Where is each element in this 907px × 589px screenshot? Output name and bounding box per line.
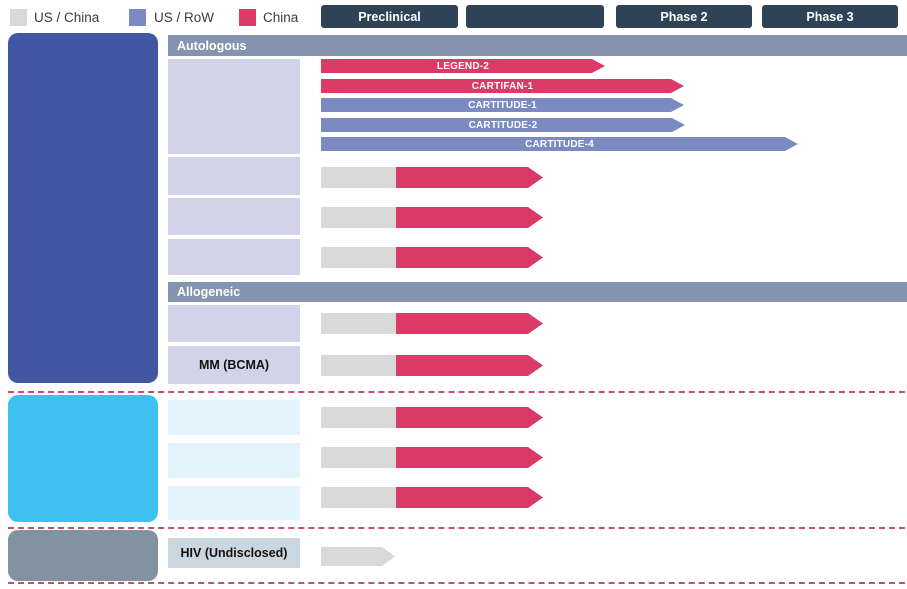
progress-arrow-hiv-us-china — [321, 547, 395, 566]
target-label-box — [168, 305, 300, 342]
phase-column-header-phase3: Phase 3 — [762, 5, 898, 28]
target-label-box — [168, 443, 300, 478]
program-area-box-gray — [8, 530, 158, 581]
legend-swatch-us-row — [129, 9, 146, 26]
target-label-box — [168, 157, 300, 195]
target-label-box — [168, 198, 300, 235]
trial-arrow-cartitude-2: CARTITUDE-2 — [321, 118, 685, 132]
target-label-box — [168, 59, 300, 154]
phase-column-header-preclinical: Preclinical — [321, 5, 458, 28]
program-area-box-cyan — [8, 395, 158, 522]
trial-arrow-cartifan-1: CARTIFAN-1 — [321, 79, 684, 93]
progress-arrow-china — [396, 313, 543, 334]
progress-segment-us-china — [321, 247, 396, 268]
phase-column-header-phase1-blank — [466, 5, 604, 28]
progress-segment-us-china — [321, 355, 396, 376]
progress-arrow-china — [396, 447, 543, 468]
target-label-mm-bcma: MM (BCMA) — [168, 346, 300, 384]
target-label-box — [168, 239, 300, 275]
section-header-autologous: Autologous — [168, 35, 907, 56]
dashed-divider — [8, 527, 905, 529]
legend-label-china: China — [263, 10, 299, 25]
progress-arrow-china — [396, 167, 543, 188]
phase-column-header-phase2: Phase 2 — [616, 5, 752, 28]
trial-arrow-cartitude-4: CARTITUDE-4 — [321, 137, 798, 151]
legend-label-us-china: US / China — [34, 10, 100, 25]
target-label-box — [168, 486, 300, 520]
target-label-hiv: HIV (Undisclosed) — [168, 538, 300, 568]
progress-arrow-china — [396, 355, 543, 376]
trial-arrow-legend-2: LEGEND-2 — [321, 59, 605, 73]
target-label-box — [168, 400, 300, 435]
progress-segment-us-china — [321, 487, 396, 508]
legend-swatch-china — [239, 9, 256, 26]
dashed-divider — [8, 582, 905, 584]
legend-label-us-row: US / RoW — [154, 10, 215, 25]
progress-segment-us-china — [321, 207, 396, 228]
section-header-allogeneic: Allogeneic — [168, 282, 907, 302]
progress-segment-us-china — [321, 407, 396, 428]
progress-arrow-china — [396, 407, 543, 428]
progress-arrow-china — [396, 487, 543, 508]
progress-segment-us-china — [321, 167, 396, 188]
legend-swatch-us-china — [10, 9, 27, 26]
progress-segment-us-china — [321, 313, 396, 334]
program-area-box-blue — [8, 33, 158, 383]
progress-segment-us-china — [321, 447, 396, 468]
progress-arrow-china — [396, 247, 543, 268]
trial-arrow-cartitude-1: CARTITUDE-1 — [321, 98, 684, 112]
progress-arrow-china — [396, 207, 543, 228]
dashed-divider — [8, 391, 905, 393]
